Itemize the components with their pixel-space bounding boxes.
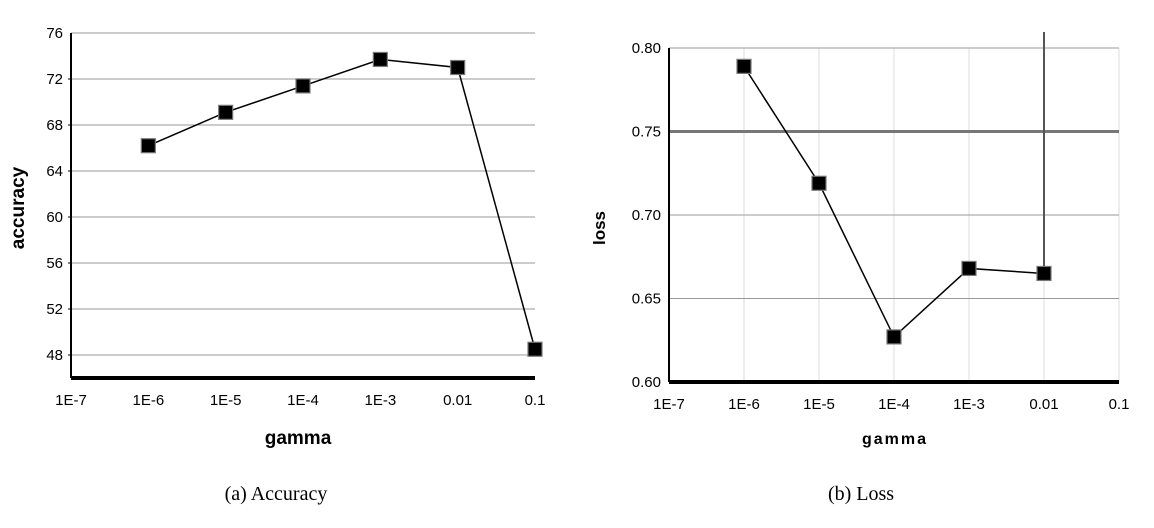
y-tick-label: 64 xyxy=(46,163,63,180)
data-point-marker xyxy=(811,175,827,191)
chart-panel-accuracy: (a) Accuracy gamma accuracy 48 52 56 60 64 68… xyxy=(0,0,570,528)
data-point-marker xyxy=(372,51,388,68)
x-axis-title-accuracy: gamma xyxy=(265,428,332,449)
x-tick-label: 1E-5 xyxy=(210,392,242,409)
y-tick-label: 0.60 xyxy=(632,374,661,391)
x-tick-label: 1E-6 xyxy=(132,392,164,409)
data-point-marker xyxy=(295,78,311,94)
x-tick-label: 1E-5 xyxy=(803,396,835,413)
y-tick-label: 0.70 xyxy=(632,207,661,224)
y-tick-label: 0.75 xyxy=(632,124,661,141)
y-tick-label: 56 xyxy=(46,255,63,272)
data-point-marker xyxy=(736,58,752,74)
y-axis-title-loss: loss xyxy=(590,211,609,245)
chart-panel-loss: (b) Loss gamma loss 0.60 0.65 0.70 0.75 0.80… xyxy=(575,0,1154,528)
data-point-marker xyxy=(218,104,234,120)
x-tick-label: 1E-7 xyxy=(55,392,87,409)
data-point-marker xyxy=(961,260,977,277)
x-tick-label: 0.1 xyxy=(1109,396,1130,413)
chart-caption-accuracy: (a) Accuracy xyxy=(225,483,328,505)
y-tick-label: 0.80 xyxy=(632,40,661,57)
x-axis-title-loss: gamma xyxy=(862,431,928,448)
accuracy-chart: (a) Accuracy gamma accuracy 48 52 56 60 64 68… xyxy=(8,25,546,505)
data-point-marker xyxy=(527,341,543,357)
x-tick-label: 0.01 xyxy=(443,392,472,409)
y-tick-label: 60 xyxy=(46,209,63,226)
data-point-marker xyxy=(140,138,156,154)
y-tick-label: 72 xyxy=(46,71,63,88)
data-point-marker xyxy=(886,329,902,345)
data-point-marker xyxy=(1036,265,1052,282)
y-tick-label: 52 xyxy=(46,301,63,318)
y-tick-label: 68 xyxy=(46,117,63,134)
y-axis-title-accuracy: accuracy xyxy=(8,166,29,249)
series-line-accuracy xyxy=(148,58,536,350)
y-tick-label: 0.65 xyxy=(632,291,661,308)
x-tick-label: 0.1 xyxy=(525,392,546,409)
loss-chart: (b) Loss gamma loss 0.60 0.65 0.70 0.75 0.80… xyxy=(590,32,1130,505)
data-point-marker xyxy=(450,59,466,76)
y-tick-label: 48 xyxy=(46,347,63,364)
chart-caption-loss: (b) Loss xyxy=(828,483,894,505)
x-tick-label: 1E-6 xyxy=(728,396,760,413)
x-tick-label: 0.01 xyxy=(1029,396,1058,413)
x-tick-label: 1E-4 xyxy=(287,392,319,409)
x-tick-label: 1E-3 xyxy=(953,396,985,413)
x-tick-label: 1E-3 xyxy=(364,392,396,409)
x-tick-label: 1E-7 xyxy=(653,396,685,413)
y-tick-label: 76 xyxy=(46,25,63,42)
x-tick-label: 1E-4 xyxy=(878,396,910,413)
